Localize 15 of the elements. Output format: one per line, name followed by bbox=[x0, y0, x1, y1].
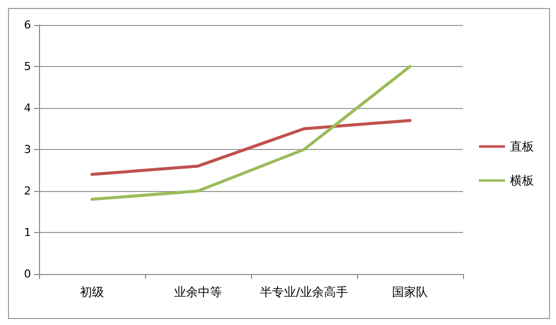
y-tick-label: 3 bbox=[24, 143, 31, 156]
line-series bbox=[90, 118, 412, 176]
x-tick-label: 业余中等 bbox=[174, 285, 222, 299]
y-tick-label: 2 bbox=[24, 184, 31, 198]
y-tick-label: 5 bbox=[24, 60, 31, 73]
x-tick-label: 国家队 bbox=[392, 285, 428, 299]
line-series bbox=[90, 65, 412, 201]
y-tick-label: 4 bbox=[24, 102, 31, 114]
y-tick-label: 1 bbox=[24, 226, 31, 239]
x-tick-label: 半专业/业余高手 bbox=[260, 285, 348, 299]
y-tick-label: 6 bbox=[24, 18, 31, 32]
legend-label: 横板 bbox=[510, 174, 534, 188]
y-tick-label: 0 bbox=[24, 268, 31, 280]
x-tick-label: 初级 bbox=[80, 285, 104, 299]
legend-label: 直板 bbox=[510, 140, 534, 154]
